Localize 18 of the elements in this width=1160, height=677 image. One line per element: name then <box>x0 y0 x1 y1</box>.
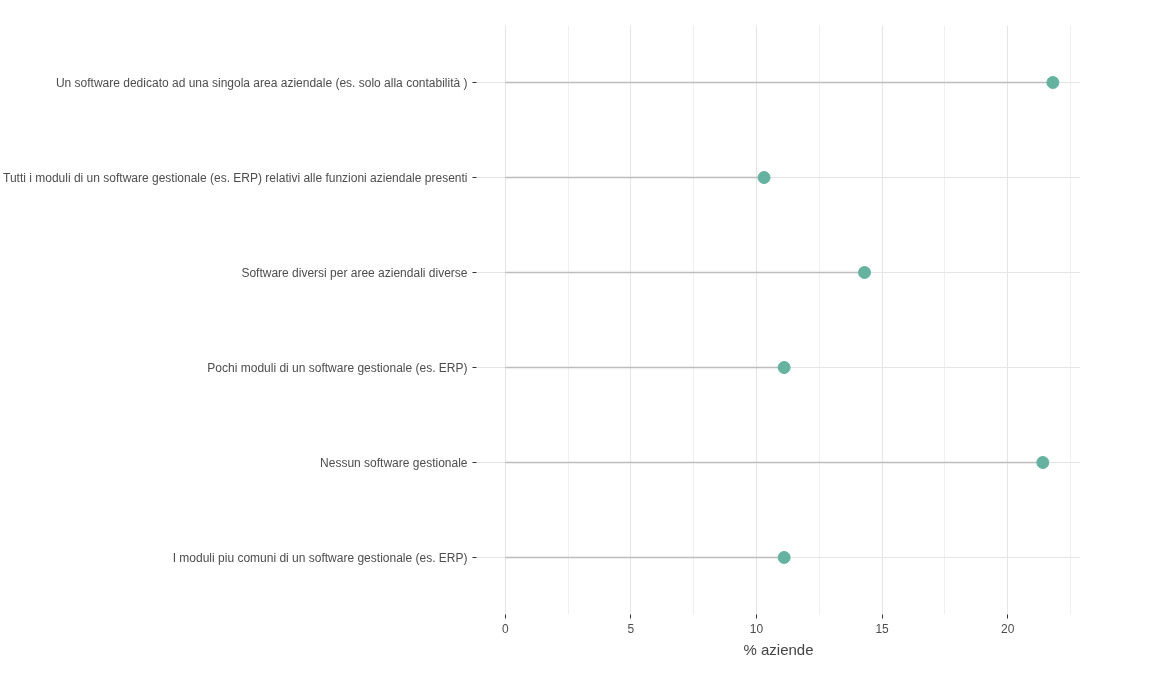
y-tick-label: Nessun software gestionale <box>320 455 468 470</box>
y-tick-label: I moduli piu comuni di un software gestionale (es. ERP) <box>172 550 468 565</box>
y-tick-label: Software diversi per aree aziendali diverse <box>241 265 468 280</box>
x-tick-label: 15 <box>875 621 890 636</box>
point <box>1046 76 1060 89</box>
y-tick-label: Tutti i moduli di un software gestionale (es. ERP) relativi alle funzioni aziendale presenti <box>3 170 468 185</box>
y-tick-label: Pochi moduli di un software gestionale (es. ERP) <box>207 360 468 375</box>
x-axis-title: % aziende <box>743 640 814 658</box>
x-tick-label: 20 <box>1000 621 1015 636</box>
x-tick-label: 0 <box>502 621 510 636</box>
y-tick-label: Un software dedicato ad una singola area aziendale (es. solo alla contabilità ) <box>55 75 468 90</box>
point <box>777 551 791 564</box>
point <box>858 266 872 279</box>
point <box>777 361 791 374</box>
x-tick-label: 5 <box>627 621 635 636</box>
x-tick-label: 10 <box>749 621 764 636</box>
point <box>1036 456 1050 469</box>
point <box>757 171 771 184</box>
